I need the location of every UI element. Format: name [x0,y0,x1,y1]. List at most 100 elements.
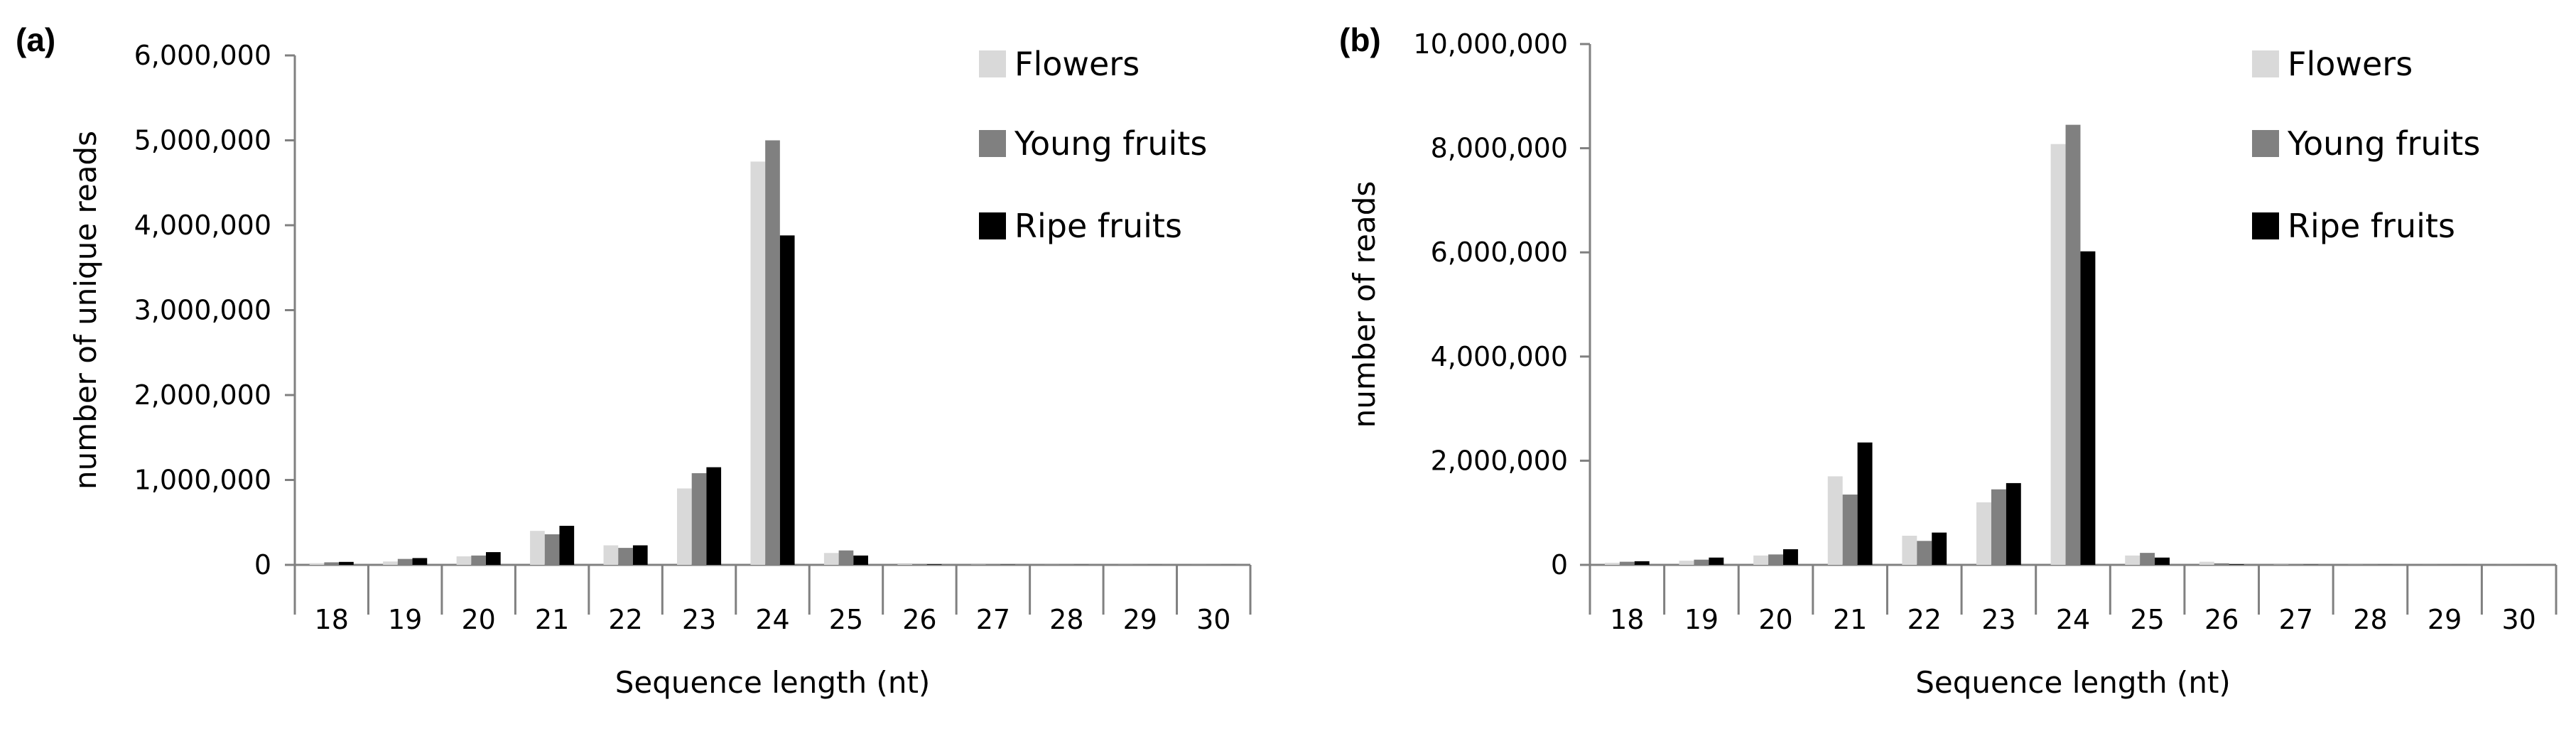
y-tick-label: 0 [1551,549,1568,580]
x-tick-label: 29 [2428,604,2462,635]
bar-ripe-fruits-25 [853,555,868,565]
y-tick-label: 4,000,000 [1431,341,1568,372]
bar-young-fruits-24 [765,140,780,565]
bar-flowers-18 [1604,563,1620,565]
y-tick-label: 2,000,000 [134,379,271,411]
x-tick-label: 23 [682,604,716,635]
legend-swatch [979,130,1006,157]
y-tick-label: 3,000,000 [134,295,271,326]
x-tick-label: 25 [2130,604,2164,635]
bar-ripe-fruits-18 [1634,561,1650,565]
legend-label: Ripe fruits [2288,207,2455,245]
bar-flowers-25 [823,553,839,565]
bar-flowers-22 [603,545,619,565]
legend-label: Young fruits [1014,124,1207,163]
bar-flowers-26 [2199,561,2214,565]
bar-flowers-23 [1976,502,1991,565]
bar-ripe-fruits-21 [1857,442,1873,565]
bar-ripe-fruits-26 [2229,564,2244,565]
legend-swatch [979,212,1006,239]
bar-ripe-fruits-22 [1932,532,1947,565]
bar-ripe-fruits-24 [779,235,795,565]
x-tick-label: 21 [535,604,569,635]
x-tick-label: 18 [1610,604,1644,635]
bar-young-fruits-19 [1694,559,1709,565]
x-tick-label: 29 [1123,604,1157,635]
y-tick-label: 5,000,000 [134,125,271,156]
y-tick-label: 2,000,000 [1431,445,1568,476]
y-tick-label: 4,000,000 [134,210,271,241]
bar-flowers-24 [750,161,766,565]
x-tick-label: 27 [2279,604,2313,635]
bar-young-fruits-26 [912,563,927,565]
legend-swatch [2252,212,2279,239]
x-tick-label: 22 [608,604,642,635]
x-axis-title: Sequence length (nt) [615,665,931,700]
bar-ripe-fruits-19 [1709,557,1724,565]
x-tick-label: 30 [2502,604,2536,635]
bar-flowers-19 [1679,561,1694,565]
bar-flowers-24 [2050,144,2066,566]
legend-swatch [2252,130,2279,157]
bar-young-fruits-20 [471,555,486,565]
panel-label: (b) [1339,21,1381,58]
bar-flowers-20 [1753,555,1769,565]
bar-ripe-fruits-23 [706,467,722,565]
x-tick-label: 18 [315,604,349,635]
legend-swatch [2252,50,2279,77]
x-tick-label: 20 [1758,604,1792,635]
bar-young-fruits-22 [1917,541,1932,565]
bar-flowers-23 [677,488,692,565]
bar-flowers-26 [897,564,913,565]
bar-flowers-18 [309,563,325,565]
x-tick-label: 27 [976,604,1010,635]
bar-young-fruits-25 [2140,553,2155,565]
y-tick-label: 8,000,000 [1431,133,1568,164]
bar-ripe-fruits-23 [2006,482,2021,565]
bar-young-fruits-23 [691,472,707,565]
chart-panel-2: (b) 0 2,000,000 4,000,000 6,000,000 8,000,000… [1339,21,2558,700]
legend: Flowers Young fruits Ripe fruits [979,45,1207,245]
bar-young-fruits-26 [2214,563,2229,565]
x-tick-label: 20 [461,604,495,635]
bar-ripe-fruits-26 [926,564,942,565]
bar-young-fruits-22 [618,548,633,565]
legend-label: Flowers [1014,45,1140,83]
x-tick-label: 23 [1981,604,2015,635]
x-tick-label: 25 [829,604,863,635]
bar-ripe-fruits-20 [486,552,501,565]
y-tick-label: 0 [254,549,271,580]
bar-ripe-fruits-24 [2080,251,2096,565]
bar-ripe-fruits-25 [2155,557,2170,565]
bar-young-fruits-21 [544,534,560,565]
panel-label: (a) [16,21,55,58]
legend-label: Ripe fruits [1014,207,1182,245]
bar-flowers-19 [383,561,398,565]
x-tick-label: 28 [2353,604,2387,635]
x-tick-label: 19 [388,604,422,635]
bar-young-fruits-18 [1619,561,1635,565]
y-tick-label: 1,000,000 [134,465,271,496]
x-tick-label: 19 [1684,604,1719,635]
bar-young-fruits-25 [838,550,854,565]
x-tick-label: 22 [1907,604,1942,635]
bar-ripe-fruits-21 [559,526,575,565]
y-axis-title: number of unique reads [68,131,103,490]
bar-flowers-22 [1902,535,1917,565]
bar-flowers-20 [456,556,472,565]
chart-panel-1: (a) 0 1,000,000 2,000,000 3,000,000 4,000,000… [16,21,1252,700]
y-tick-label: 6,000,000 [1431,237,1568,268]
bar-ripe-fruits-18 [339,561,354,565]
x-axis-title: Sequence length (nt) [1915,665,2231,700]
bar-young-fruits-19 [397,558,413,565]
y-tick-label: 10,000,000 [1413,28,1568,60]
y-tick-label: 6,000,000 [134,40,271,71]
legend-swatch [979,50,1006,77]
bar-flowers-21 [1827,476,1843,565]
y-axis-title: number of reads [1347,181,1382,428]
bar-young-fruits-23 [1991,489,2006,565]
x-tick-label: 21 [1833,604,1867,635]
legend: Flowers Young fruits Ripe fruits [2252,45,2480,245]
x-tick-label: 24 [755,604,789,635]
